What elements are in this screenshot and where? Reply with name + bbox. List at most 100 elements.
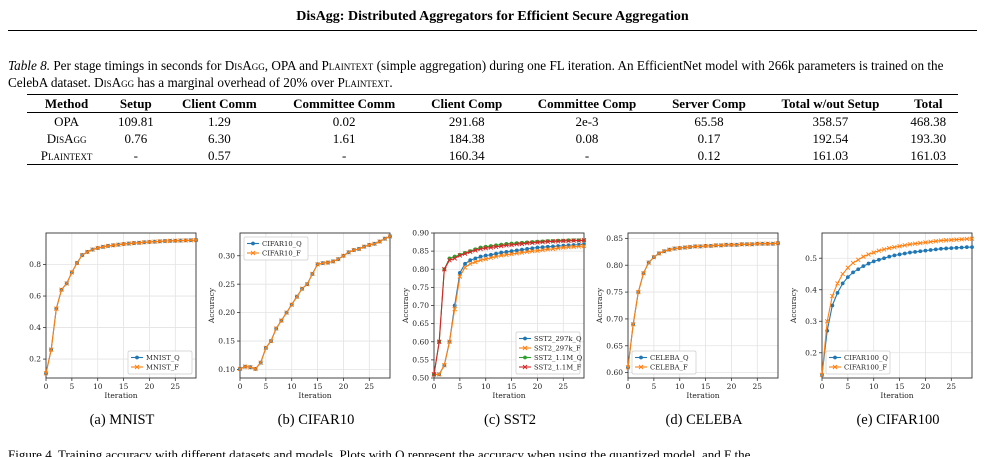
data-point: [116, 242, 121, 247]
data-point: [141, 239, 147, 245]
method-cell: OPA: [54, 113, 79, 129]
data-point: [938, 238, 944, 243]
legend-label: CIFAR10_Q: [262, 240, 302, 248]
data-point: [912, 241, 918, 247]
data-point: [467, 261, 473, 267]
data-point: [560, 245, 566, 250]
data-point: [310, 271, 315, 277]
plot-frame: [821, 232, 973, 379]
x-tick-label: 25: [171, 382, 181, 391]
subfigure-label-a: (a) MNIST: [89, 412, 155, 428]
data-point: [372, 241, 377, 247]
column-header: Committee Comp: [537, 95, 637, 111]
legend-label: CIFAR10_F: [262, 249, 301, 257]
data-point: [744, 241, 750, 247]
data-point: [830, 303, 835, 308]
data-point: [913, 250, 918, 254]
legend-label: CELEBA_Q: [650, 354, 689, 362]
data-point: [152, 239, 157, 244]
data-point: [535, 240, 540, 245]
data-point: [861, 254, 866, 259]
legend-marker: [522, 345, 528, 351]
data-point: [964, 236, 970, 242]
data-point: [918, 249, 923, 254]
x-tick-label: 0: [238, 382, 243, 391]
data-point: [970, 245, 974, 250]
data-point: [625, 364, 631, 370]
y-tick-label: 0.85: [606, 234, 623, 243]
data-point: [576, 238, 582, 243]
data-point: [835, 281, 840, 286]
data-point: [273, 326, 279, 331]
data-point: [509, 249, 514, 254]
subfigure-label-c: (c) SST2: [484, 412, 536, 428]
y-tick-label: 0.70: [606, 315, 623, 324]
data-point: [866, 252, 871, 257]
data-point: [765, 241, 770, 247]
data-point: [866, 261, 871, 266]
data-point: [672, 246, 677, 251]
data-point: [183, 238, 188, 243]
data-point: [692, 244, 698, 249]
method-cell: DisAgg: [46, 130, 87, 146]
x-tick-label: 15: [895, 382, 905, 391]
y-tick-label: 0.8: [29, 260, 41, 269]
data-point: [775, 240, 781, 246]
chart-cifar10: 0 5 10 15 20 25 0.10 0.15 0.20 0.25 0.30 Iteration A…: [207, 232, 393, 400]
caption-segment: Plaintext: [337, 75, 390, 90]
value-cell: -: [341, 147, 347, 163]
data-point: [110, 242, 116, 248]
data-point: [959, 236, 964, 242]
y-tick-label: 0.55: [412, 355, 429, 364]
caption-segment: Per stage timings in seconds for: [50, 58, 225, 73]
x-axis-label: Iteration: [880, 391, 913, 400]
data-point: [447, 257, 452, 263]
data-point: [488, 245, 494, 250]
data-point: [882, 256, 886, 261]
data-point: [366, 242, 372, 248]
data-point: [478, 254, 483, 259]
legend-marker: [134, 364, 140, 370]
data-point: [897, 252, 902, 257]
data-point: [178, 238, 183, 243]
data-point: [677, 245, 683, 251]
plot-frame: [239, 232, 391, 379]
legend-box: [825, 350, 891, 375]
data-point: [105, 243, 111, 249]
data-point: [462, 251, 468, 256]
data-point: [59, 287, 64, 293]
data-point: [248, 364, 253, 370]
caption-segment: has a marginal overhead of 20% over: [134, 75, 338, 90]
data-point: [504, 249, 509, 254]
y-tick-label: 0.75: [412, 283, 429, 292]
data-point: [939, 246, 943, 251]
data-point: [442, 362, 447, 368]
x-tick-label: 5: [845, 382, 850, 391]
table-row: DisAgg 0.76 6.30 1.61 184.38 0.08 0.17 192.54 19…: [27, 130, 958, 147]
data-point: [581, 243, 587, 249]
data-point: [535, 245, 540, 250]
y-axis-label: Accuracy: [401, 287, 410, 324]
data-point: [540, 247, 545, 253]
data-point: [819, 372, 825, 378]
y-tick-label: 0.4: [805, 285, 817, 294]
legend-marker: [251, 241, 255, 246]
data-point: [237, 366, 243, 372]
y-tick-label: 0.85: [412, 247, 429, 256]
data-point: [279, 318, 284, 323]
data-point: [835, 290, 840, 295]
value-cell: 0.57: [207, 147, 231, 163]
data-point: [545, 239, 551, 245]
value-cell: 109.81: [117, 113, 154, 129]
data-point: [959, 245, 964, 250]
value-cell: 192.54: [812, 130, 849, 146]
data-point: [126, 241, 132, 246]
data-point: [100, 244, 106, 250]
data-point: [509, 251, 514, 257]
data-point: [494, 251, 498, 256]
data-point: [943, 237, 949, 243]
legend-marker: [639, 355, 643, 360]
data-point: [335, 256, 341, 262]
data-point: [886, 245, 892, 251]
y-tick-label: 0.60: [412, 337, 429, 346]
